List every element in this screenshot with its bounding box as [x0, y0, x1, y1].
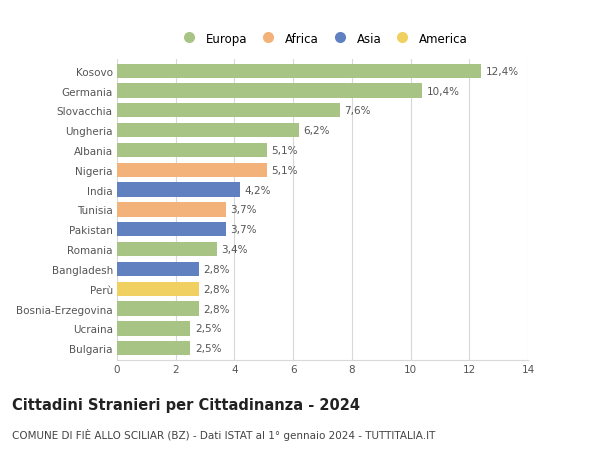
Text: 2,5%: 2,5% [195, 324, 221, 334]
Bar [117, 84, 422, 98]
Text: 3,7%: 3,7% [230, 225, 257, 235]
Bar [117, 341, 190, 356]
Bar [117, 302, 199, 316]
Bar [117, 144, 267, 158]
Text: 2,8%: 2,8% [203, 264, 230, 274]
Text: 2,8%: 2,8% [203, 284, 230, 294]
Text: COMUNE DI FIÈ ALLO SCILIAR (BZ) - Dati ISTAT al 1° gennaio 2024 - TUTTITALIA.IT: COMUNE DI FIÈ ALLO SCILIAR (BZ) - Dati I… [12, 428, 436, 440]
Text: 4,2%: 4,2% [245, 185, 271, 195]
Bar [117, 223, 226, 237]
Legend: Europa, Africa, Asia, America: Europa, Africa, Asia, America [175, 30, 470, 48]
Bar [117, 322, 190, 336]
Bar [117, 163, 267, 178]
Bar [117, 242, 217, 257]
Text: 3,7%: 3,7% [230, 205, 257, 215]
Bar [117, 124, 299, 138]
Bar [117, 282, 199, 296]
Text: 2,8%: 2,8% [203, 304, 230, 314]
Bar [117, 183, 241, 197]
Text: 3,4%: 3,4% [221, 245, 248, 255]
Text: 6,2%: 6,2% [304, 126, 330, 136]
Bar [117, 104, 340, 118]
Text: 10,4%: 10,4% [427, 86, 460, 96]
Bar [117, 262, 199, 276]
Text: 7,6%: 7,6% [344, 106, 371, 116]
Text: Cittadini Stranieri per Cittadinanza - 2024: Cittadini Stranieri per Cittadinanza - 2… [12, 397, 360, 412]
Text: 2,5%: 2,5% [195, 343, 221, 353]
Bar [117, 203, 226, 217]
Bar [117, 64, 481, 78]
Text: 12,4%: 12,4% [485, 67, 518, 77]
Text: 5,1%: 5,1% [271, 146, 298, 156]
Text: 5,1%: 5,1% [271, 165, 298, 175]
